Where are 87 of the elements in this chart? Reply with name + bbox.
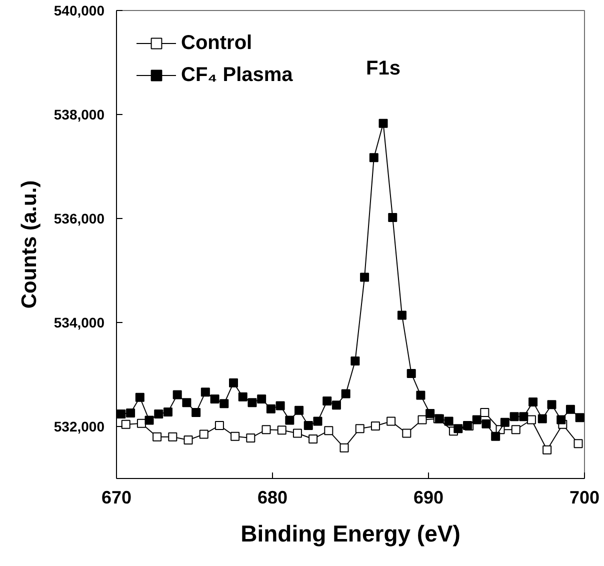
point xyxy=(542,445,552,454)
point xyxy=(152,432,162,442)
point xyxy=(248,398,257,408)
point xyxy=(510,412,519,422)
point xyxy=(360,272,370,282)
x-tick-label: 690 xyxy=(413,488,444,508)
point xyxy=(386,416,396,426)
point xyxy=(482,419,491,428)
point xyxy=(444,416,454,426)
point xyxy=(418,415,427,424)
y-tick-label: 536,000 xyxy=(54,210,105,226)
point xyxy=(355,424,364,434)
point xyxy=(304,420,313,430)
x-tick-label: 680 xyxy=(257,488,288,508)
point xyxy=(454,424,463,434)
point xyxy=(341,389,350,398)
point xyxy=(416,390,426,400)
point xyxy=(480,408,490,417)
point xyxy=(308,434,318,444)
point xyxy=(184,436,193,445)
point xyxy=(370,421,380,430)
point xyxy=(135,392,144,402)
point xyxy=(230,432,240,441)
point xyxy=(292,428,302,438)
y-tick-label: 534,000 xyxy=(54,314,105,330)
point xyxy=(210,394,220,404)
point xyxy=(472,415,482,424)
point xyxy=(200,388,210,397)
point xyxy=(519,412,528,422)
point xyxy=(257,394,266,404)
point xyxy=(172,390,182,400)
point xyxy=(322,396,332,406)
point xyxy=(229,378,238,388)
point xyxy=(266,404,276,414)
y-tick-label: 532,000 xyxy=(54,418,105,434)
point xyxy=(277,426,286,435)
point xyxy=(285,416,294,425)
point xyxy=(262,425,271,434)
point xyxy=(547,400,556,410)
x-axis-title: Binding Energy (eV) xyxy=(240,520,460,546)
point xyxy=(136,418,146,428)
y-tick-label: 538,000 xyxy=(54,106,105,122)
point xyxy=(574,439,583,448)
point xyxy=(294,406,304,415)
point xyxy=(526,415,536,424)
point xyxy=(214,420,224,430)
point xyxy=(491,432,500,441)
point xyxy=(116,410,126,419)
point xyxy=(426,409,435,418)
point xyxy=(276,401,285,410)
y-tick-label: 540,000 xyxy=(54,2,105,18)
y-axis-title: Counts (a.u.) xyxy=(18,180,41,309)
point xyxy=(378,118,388,128)
point xyxy=(528,398,538,407)
point xyxy=(402,428,412,438)
point xyxy=(350,356,360,366)
legend-label: CF₄ Plasma xyxy=(181,64,293,86)
legend-label: Control xyxy=(181,32,252,54)
x-tick-label: 700 xyxy=(569,488,600,508)
annotation: F1s xyxy=(366,57,400,80)
point xyxy=(144,416,154,425)
point xyxy=(369,153,378,162)
point xyxy=(163,407,172,416)
point xyxy=(220,399,229,408)
point xyxy=(238,392,248,402)
point xyxy=(199,430,208,439)
point xyxy=(566,404,575,414)
point xyxy=(154,410,164,419)
point xyxy=(121,420,130,429)
point xyxy=(126,408,136,418)
point xyxy=(182,398,192,408)
x-tick-label: 670 xyxy=(101,488,132,508)
point xyxy=(332,400,341,410)
point xyxy=(556,415,566,424)
point xyxy=(511,425,520,434)
point xyxy=(397,310,406,320)
point xyxy=(538,414,547,424)
point xyxy=(192,408,201,417)
point xyxy=(406,368,416,378)
point xyxy=(168,432,178,442)
point xyxy=(246,433,256,442)
point xyxy=(340,443,349,452)
point xyxy=(500,418,510,427)
point xyxy=(575,413,584,422)
point xyxy=(388,212,398,222)
point xyxy=(313,416,322,426)
point xyxy=(324,426,334,436)
